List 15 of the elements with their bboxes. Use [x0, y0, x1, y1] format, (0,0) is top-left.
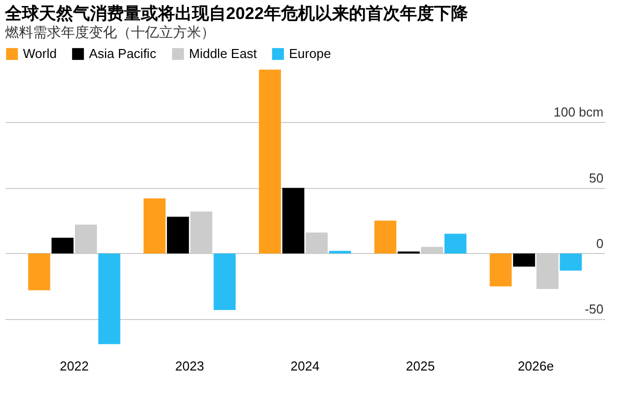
chart-subtitle: 燃料需求年度变化（十亿立方米） — [5, 24, 215, 40]
chart-title: 全球天然气消费量或将出现自2022年危机以来的首次年度下降 — [4, 4, 469, 23]
y-tick-label: 0 — [596, 236, 604, 251]
legend-label: World — [23, 46, 57, 61]
x-tick-label: 2026e — [518, 358, 554, 374]
legend-label: Europe — [289, 46, 331, 61]
y-tick-label: 50 — [589, 170, 604, 186]
x-tick-label: 2022 — [60, 358, 89, 374]
x-tick-label: 2025 — [406, 358, 435, 374]
x-tick-label: 2023 — [175, 358, 204, 374]
x-tick-label: 2024 — [290, 358, 320, 374]
legend-label: Asia Pacific — [89, 46, 157, 61]
y-tick-label: -50 — [584, 302, 604, 317]
y-tick-label: 100 bcm — [554, 104, 604, 120]
legend-label: Middle East — [189, 46, 258, 61]
